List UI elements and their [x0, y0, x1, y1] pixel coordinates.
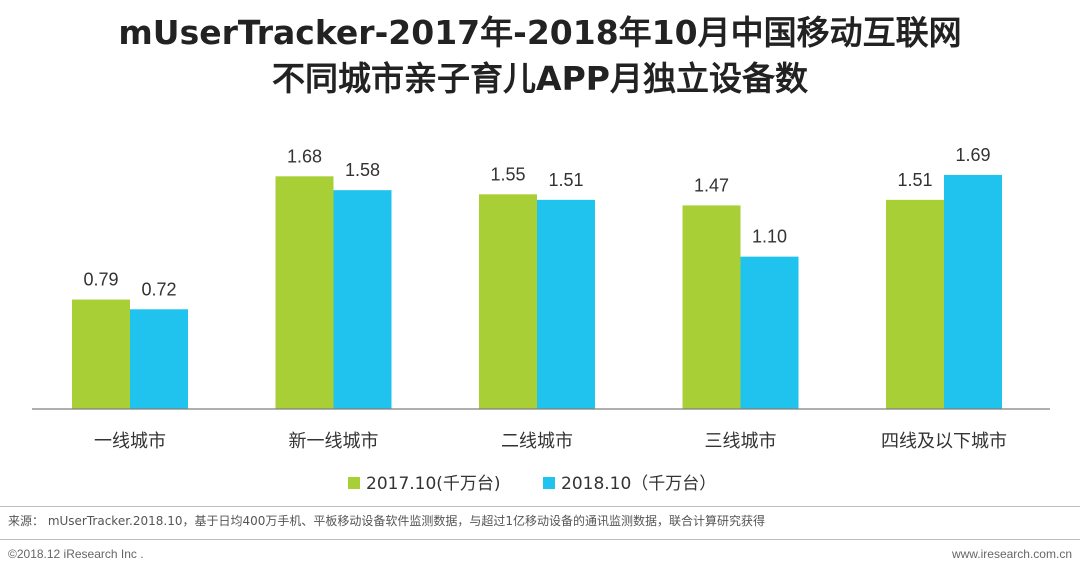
- x-tick-label-2: 新一线城市: [289, 431, 379, 452]
- data-label-series1-1: 0.79: [83, 270, 118, 290]
- data-label-series2-1: 0.72: [141, 279, 176, 299]
- source-note: 来源： mUserTracker.2018.10，基于日均400万手机、平板移动…: [8, 514, 766, 528]
- data-label-series1-3: 1.55: [490, 164, 525, 184]
- bar-series2-5: [944, 174, 1002, 409]
- data-label-series1-5: 1.51: [897, 170, 932, 190]
- legend-swatch-series2: [543, 477, 555, 489]
- bar-series2-2: [333, 190, 392, 409]
- chart-title-line-1: mUserTracker-2017年-2018年10月中国移动互联网: [118, 13, 962, 52]
- x-tick-label-4: 三线城市: [705, 431, 777, 452]
- legend-swatch-series1: [348, 477, 360, 489]
- data-label-series2-2: 1.58: [345, 160, 380, 180]
- data-label-series2-5: 1.69: [955, 145, 990, 165]
- data-label-series1-2: 1.68: [287, 146, 322, 166]
- data-label-series2-4: 1.10: [752, 227, 787, 247]
- footer-divider-top: [0, 506, 1080, 507]
- x-tick-label-3: 二线城市: [501, 431, 573, 452]
- data-label-series2-3: 1.51: [548, 170, 583, 190]
- x-tick-label-5: 四线及以下城市: [881, 431, 1007, 452]
- chart-title-line-2: 不同城市亲子育儿APP月独立设备数: [272, 59, 808, 98]
- bar-series1-3: [479, 194, 537, 409]
- legend-label-series1: 2017.10(千万台): [366, 474, 501, 494]
- bar-series2-1: [130, 309, 188, 409]
- bar-chart: 0.79 0.72 一线城市 1.68 1.58 新一线城市 1.55 1.51 二线城市 1.4…: [32, 145, 1050, 494]
- bar-series2-3: [537, 199, 595, 409]
- x-tick-label-1: 一线城市: [94, 431, 166, 452]
- chart-title: mUserTracker-2017年-2018年10月中国移动互联网 不同城市亲…: [0, 10, 1080, 102]
- bar-series2-4: [740, 256, 799, 409]
- bar-series1-2: [275, 176, 334, 409]
- copyright-text: ©2018.12 iResearch Inc .: [8, 547, 144, 561]
- bar-series1-4: [682, 205, 741, 409]
- footer-divider-bottom: [0, 539, 1080, 540]
- data-label-series1-4: 1.47: [694, 175, 729, 195]
- legend-label-series2: 2018.10（千万台）: [561, 474, 716, 494]
- bar-series1-5: [886, 199, 944, 409]
- bar-series1-1: [72, 299, 130, 409]
- website-link[interactable]: www.iresearch.com.cn: [951, 547, 1072, 561]
